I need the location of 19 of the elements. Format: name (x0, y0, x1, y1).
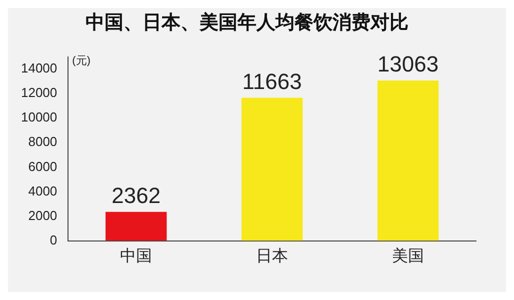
bar (241, 98, 303, 241)
y-tick-label: 2000 (28, 208, 58, 223)
y-tick-label: 4000 (28, 183, 58, 198)
y-tick-label: 12000 (20, 85, 58, 100)
x-tick-label: 美国 (392, 246, 424, 265)
chart-title: 中国、日本、美国年人均餐饮消费对比 (86, 12, 408, 34)
bar (377, 80, 439, 241)
x-tick-label: 中国 (120, 246, 152, 265)
x-tick-label: 日本 (256, 246, 288, 265)
data-label: 13063 (377, 52, 439, 77)
y-tick-label: 10000 (20, 110, 58, 125)
y-tick-label: 6000 (28, 158, 58, 174)
y-axis-title: (元) (72, 54, 90, 67)
y-tick-label: 14000 (20, 60, 58, 76)
data-label: 11663 (242, 68, 302, 94)
y-tick-label: 8000 (28, 134, 58, 150)
y-tick-label: 0 (50, 232, 58, 248)
data-label: 2362 (112, 182, 161, 208)
bar (106, 212, 167, 241)
